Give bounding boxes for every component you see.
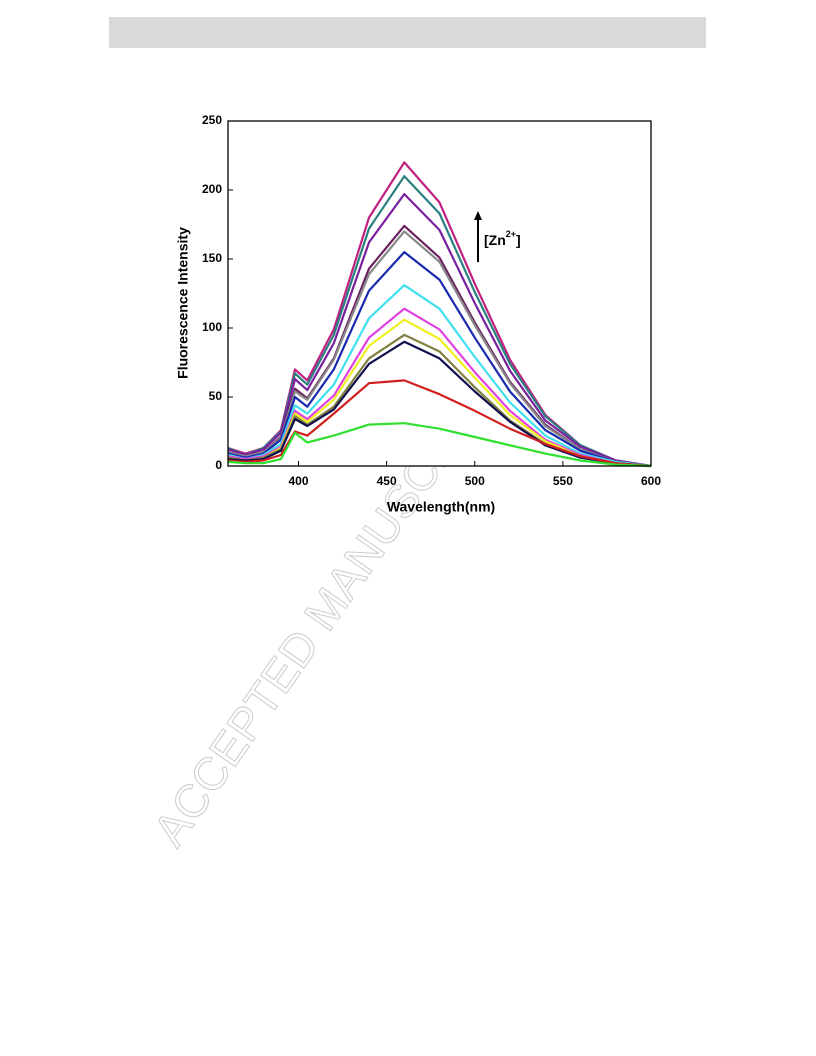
x-axis-label: Wavelength(nm) bbox=[387, 499, 495, 515]
series-line bbox=[227, 379, 652, 468]
y-tick-label: 150 bbox=[202, 251, 222, 265]
x-tick-label: 450 bbox=[377, 474, 397, 488]
annotation-close: ] bbox=[516, 232, 521, 248]
plot-frame bbox=[227, 120, 652, 467]
series-line bbox=[227, 251, 652, 468]
series-line bbox=[227, 193, 652, 468]
y-tick-label: 200 bbox=[202, 182, 222, 196]
annotation-sup: 2+ bbox=[506, 229, 516, 239]
annotation-text: [Zn bbox=[484, 232, 506, 248]
y-tick-label: 250 bbox=[202, 113, 222, 127]
series-line bbox=[227, 422, 652, 468]
annotation-arrowhead bbox=[474, 211, 482, 220]
x-tick-label: 550 bbox=[553, 474, 573, 488]
series-line bbox=[227, 307, 652, 468]
series-line bbox=[227, 230, 652, 468]
header-bar bbox=[109, 17, 706, 48]
annotation: [Zn2+] bbox=[484, 229, 521, 247]
x-tick-label: 400 bbox=[288, 474, 308, 488]
x-tick-label: 600 bbox=[641, 474, 661, 488]
y-tick-label: 0 bbox=[215, 458, 222, 472]
y-axis-label: Fluorescence Intensity bbox=[175, 227, 191, 379]
series-line bbox=[227, 284, 652, 468]
x-tick-label: 500 bbox=[465, 474, 485, 488]
y-tick-label: 50 bbox=[209, 389, 223, 403]
series-line bbox=[227, 340, 652, 468]
y-tick-label: 100 bbox=[202, 320, 222, 334]
